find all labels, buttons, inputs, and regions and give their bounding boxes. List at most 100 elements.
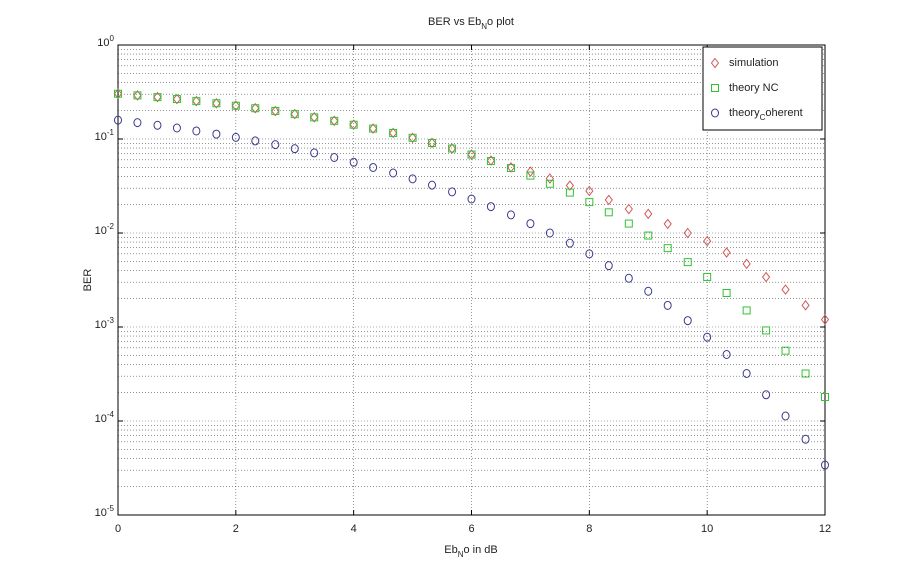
data-point: [369, 124, 378, 133]
data-point: [271, 140, 280, 150]
y-axis-label: BER: [82, 269, 94, 292]
data-point: [349, 120, 358, 129]
data-point: [133, 91, 142, 100]
data-point: [251, 136, 260, 146]
data-point: [683, 316, 692, 326]
data-point: [506, 210, 515, 220]
data-point: [742, 306, 751, 315]
data-point: [212, 99, 221, 108]
data-point: [585, 185, 594, 197]
data-point: [722, 288, 731, 297]
legend-label: theoryCoherent: [729, 107, 803, 122]
plot-frame: [117, 44, 826, 516]
data-point: [349, 119, 358, 130]
data-point: [231, 100, 240, 112]
data-point: [231, 101, 240, 110]
data-point: [368, 123, 378, 134]
data-point: [369, 162, 378, 172]
data-point: [113, 88, 123, 100]
data-point: [683, 258, 692, 267]
data-point: [703, 235, 712, 247]
data-point: [428, 180, 437, 190]
data-point: [153, 120, 162, 130]
data-point: [604, 208, 613, 217]
data-point: [290, 108, 299, 120]
data-point: [310, 113, 319, 122]
data-point: [801, 434, 810, 444]
y-tick-label: 10-3: [95, 316, 115, 331]
data-point: [330, 152, 339, 162]
x-axis-label: EbNo in dB: [444, 544, 498, 559]
data-point: [604, 194, 613, 206]
data-point: [506, 164, 515, 173]
data-point: [486, 155, 496, 166]
data-point: [290, 144, 299, 154]
data-point: [349, 157, 358, 167]
x-tick-label: 4: [351, 523, 357, 535]
data-point: [330, 116, 339, 125]
data-point: [448, 144, 457, 153]
data-point: [172, 95, 181, 104]
legend-marker: [710, 57, 720, 69]
y-tick-label: 10-2: [95, 222, 115, 237]
data-point: [192, 95, 201, 107]
data-point: [427, 137, 437, 149]
data-point: [762, 326, 771, 335]
data-point: [133, 90, 142, 101]
data-point: [212, 129, 221, 139]
legend-marker: [711, 84, 719, 92]
data-point: [467, 194, 476, 204]
data-point: [526, 171, 535, 180]
data-point: [585, 249, 594, 259]
chart-title: BER vs EbNo plot: [428, 16, 514, 31]
data-point: [663, 218, 672, 230]
x-tick-label: 2: [233, 523, 239, 535]
data-point: [290, 110, 299, 119]
data-point: [526, 219, 535, 229]
data-point: [722, 349, 731, 359]
data-point: [585, 198, 594, 207]
data-point: [467, 149, 476, 160]
data-point: [821, 393, 829, 402]
data-point: [781, 346, 790, 355]
data-point: [212, 97, 221, 109]
data-point: [820, 314, 830, 325]
data-point: [192, 97, 201, 106]
data-point: [663, 244, 672, 253]
data-point: [486, 202, 495, 212]
data-point: [703, 273, 712, 282]
data-point: [428, 138, 437, 147]
data-point: [133, 118, 142, 128]
data-point: [624, 203, 633, 215]
data-point: [408, 132, 417, 144]
data-point: [310, 112, 319, 123]
data-point: [781, 411, 790, 421]
y-tick-label: 10-1: [95, 128, 115, 143]
data-point: [114, 115, 122, 125]
data-point: [762, 390, 771, 400]
data-point: [545, 228, 554, 238]
data-point: [644, 231, 653, 240]
data-point: [565, 188, 574, 197]
data-point: [486, 157, 495, 166]
data-point: [604, 261, 613, 271]
data-point: [526, 166, 535, 177]
legend-label: theory NC: [729, 82, 779, 94]
data-point: [703, 332, 712, 342]
data-point: [408, 174, 417, 184]
data-point: [114, 89, 122, 98]
data-point: [781, 284, 790, 295]
data-point: [153, 93, 162, 102]
data-point: [663, 300, 672, 310]
data-point: [801, 369, 810, 378]
data-point: [644, 208, 653, 220]
data-point: [251, 104, 260, 113]
legend-box: [702, 46, 823, 131]
y-tick-label: 10-5: [95, 504, 115, 519]
data-point: [172, 123, 181, 133]
data-point: [545, 173, 554, 184]
x-tick-label: 6: [468, 523, 474, 535]
data-point: [448, 187, 457, 197]
y-tick-label: 100: [97, 34, 114, 49]
